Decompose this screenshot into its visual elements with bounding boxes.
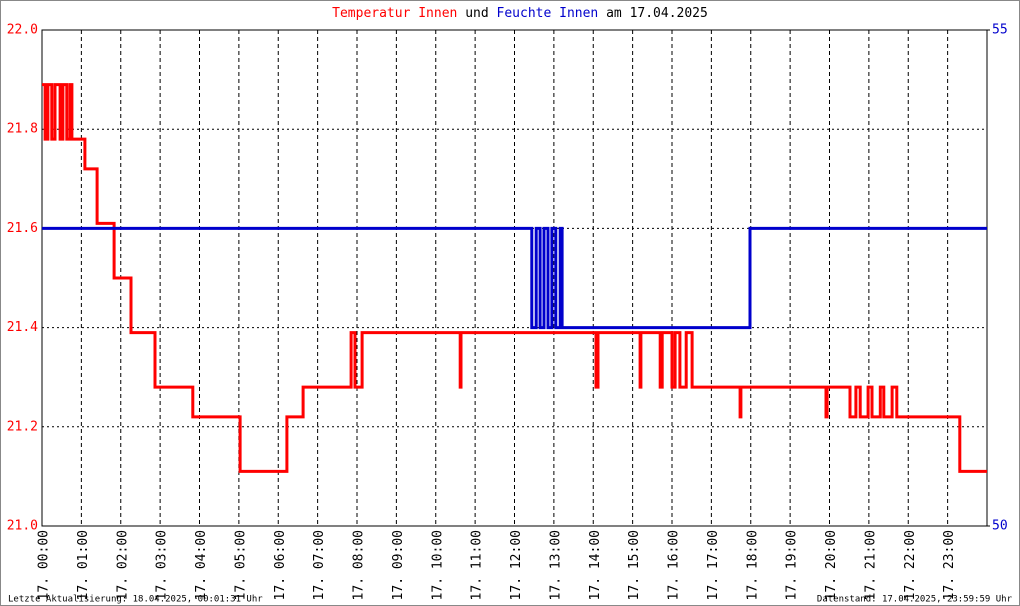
x-tick-label: 17. 04:00 [194, 530, 209, 600]
x-tick-label: 17. 21:00 [863, 530, 878, 600]
y-tick-label: 21.8 [7, 122, 38, 137]
y-tick-label: 21.4 [7, 320, 38, 335]
title-connector: und [465, 6, 488, 21]
x-tick-label: 17. 14:00 [588, 530, 603, 600]
x-tick-label: 17. 18:00 [745, 530, 760, 600]
y-tick-label: 22.0 [7, 23, 38, 38]
y2-tick-label: 50 [992, 519, 1008, 534]
chart-title: Temperatur Innen und Feuchte Innen am 17… [332, 6, 708, 21]
x-tick-label: 17. 02:00 [115, 530, 130, 600]
footer-right: Datenstand: 17.04.2025, 23:59:59 Uhr [817, 595, 1013, 605]
x-tick-label: 17. 07:00 [312, 530, 327, 600]
x-tick-label: 17. 10:00 [430, 530, 445, 600]
x-tick-label: 17. 03:00 [155, 530, 170, 600]
x-tick-label: 17. 19:00 [785, 530, 800, 600]
data-line [42, 83, 987, 473]
plot-border [41, 29, 988, 527]
x-tick-label: 17. 17:00 [706, 530, 721, 600]
data-line [42, 226, 987, 330]
x-tick-label: 17. 13:00 [548, 530, 563, 600]
y-tick-label: 21.6 [7, 221, 38, 236]
x-tick-label: 17. 01:00 [76, 530, 91, 600]
x-tick-label: 17. 05:00 [233, 530, 248, 600]
title-series-2: Feuchte Innen [497, 6, 599, 21]
x-tick-label: 17. 08:00 [352, 530, 367, 600]
y2-tick-label: 55 [992, 23, 1008, 38]
footer-left: Letzte Aktualisierung: 18.04.2025, 00:01… [8, 595, 263, 605]
y-tick-label: 21.0 [7, 519, 38, 534]
x-tick-label: 17. 11:00 [470, 530, 485, 600]
x-tick-label: 17. 22:00 [903, 530, 918, 600]
y-tick-label: 21.2 [7, 419, 38, 434]
x-tick-label: 17. 00:00 [37, 530, 52, 600]
x-tick-label: 17. 06:00 [273, 530, 288, 600]
x-tick-label: 17. 09:00 [391, 530, 406, 600]
title-series-1: Temperatur Innen [332, 6, 457, 21]
x-tick-label: 17. 15:00 [627, 530, 642, 600]
x-tick-label: 17. 23:00 [942, 530, 957, 600]
x-tick-label: 17. 16:00 [667, 530, 682, 600]
title-suffix: am 17.04.2025 [606, 6, 708, 21]
x-tick-label: 17. 12:00 [509, 530, 524, 600]
x-tick-label: 17. 20:00 [824, 530, 839, 600]
